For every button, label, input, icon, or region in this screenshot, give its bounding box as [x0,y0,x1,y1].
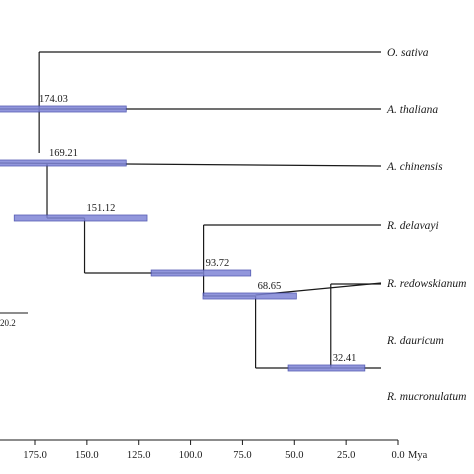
scale-bar: 20.2 [0,312,28,328]
hpd-bar [150,269,252,277]
tick-label: 100.0 [179,450,203,461]
tick-label: 150.0 [75,450,99,461]
node-age-label: 68.65 [258,281,282,292]
hpd-bar [287,364,366,372]
node-age-labels: 174.03 169.21 151.12 93.72 68.65 32.41 [39,94,356,364]
taxon-label: O. sativa [387,47,429,59]
node-age-label: 32.41 [333,353,357,364]
hpd-bar [202,292,297,300]
taxon-label: R. redowskianum [386,278,466,290]
taxon-label: R. dauricum [386,335,444,347]
hpd-bar [0,159,127,167]
hpd-bar [13,214,148,222]
node-age-label: 169.21 [49,148,78,159]
tick-label: 175.0 [23,450,47,461]
taxon-labels: O. sativa A. thaliana A. chinensis R. delav… [386,47,466,403]
time-axis: 175.0 150.0 125.0 100.0 75.0 50.0 25.0 0.0 Mya [0,439,428,461]
tick-label: 25.0 [337,450,355,461]
hpd-bar [0,105,127,113]
node-age-label: 151.12 [87,203,116,214]
tick-label: 0.0 [391,450,404,461]
node-age-label: 93.72 [206,258,230,269]
node-age-label: 174.03 [39,94,68,105]
axis-unit: Mya [408,450,428,461]
tick-label: 125.0 [127,450,151,461]
hpd-bars [0,105,366,372]
taxon-label: A. chinensis [386,161,443,173]
taxon-label: R. delavayi [386,220,439,232]
taxon-label: R. mucronulatum [386,391,466,403]
tick-label: 50.0 [285,450,303,461]
scale-bar-label: 20.2 [0,318,16,328]
taxon-label: A. thaliana [386,104,438,116]
tick-label: 75.0 [233,450,251,461]
